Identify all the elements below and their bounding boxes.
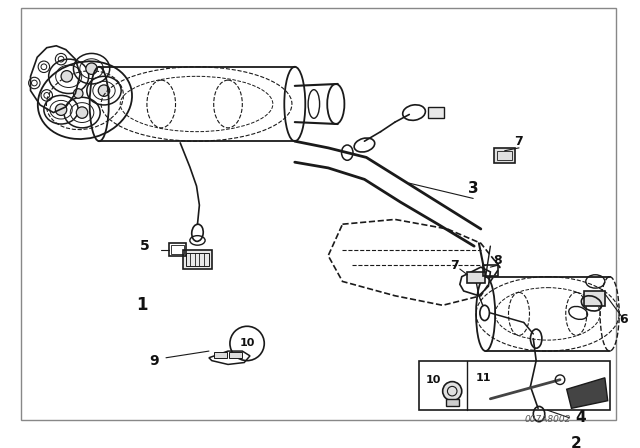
- Text: 7: 7: [450, 259, 458, 272]
- Polygon shape: [566, 378, 608, 408]
- Bar: [494, 148, 515, 163]
- Bar: [214, 352, 227, 358]
- Text: 5: 5: [140, 239, 150, 253]
- Text: 8: 8: [493, 254, 502, 267]
- Circle shape: [443, 382, 461, 401]
- Text: 1: 1: [136, 296, 148, 314]
- Text: 9: 9: [150, 353, 159, 368]
- Bar: [467, 272, 484, 283]
- Bar: [169, 243, 186, 256]
- Text: 007A8002: 007A8002: [524, 415, 571, 424]
- Circle shape: [99, 85, 109, 96]
- Bar: [186, 253, 209, 266]
- Text: 10: 10: [426, 375, 441, 385]
- Bar: [428, 107, 444, 118]
- Bar: [497, 151, 512, 160]
- Text: 2: 2: [571, 436, 582, 448]
- Text: 10: 10: [239, 338, 255, 349]
- Bar: [229, 352, 243, 358]
- Circle shape: [86, 63, 97, 74]
- Bar: [171, 245, 184, 254]
- Bar: [419, 361, 610, 410]
- Circle shape: [55, 104, 67, 116]
- Text: 6: 6: [620, 313, 628, 326]
- Circle shape: [74, 89, 83, 98]
- Text: 11: 11: [476, 373, 492, 383]
- Bar: [584, 291, 605, 306]
- Bar: [483, 265, 498, 276]
- Circle shape: [61, 71, 72, 82]
- Text: 3: 3: [468, 181, 479, 196]
- Text: 4: 4: [576, 410, 586, 425]
- Bar: [183, 250, 212, 269]
- Text: 7: 7: [515, 135, 524, 148]
- Bar: [445, 399, 459, 406]
- Circle shape: [76, 107, 88, 118]
